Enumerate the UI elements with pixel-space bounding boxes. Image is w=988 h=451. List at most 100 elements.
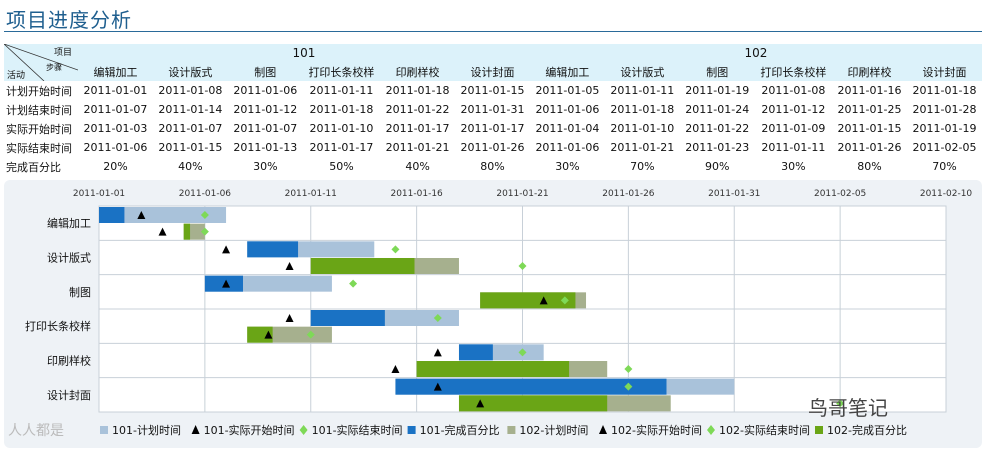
- y-category-label: 制图: [69, 286, 91, 299]
- table-cell: 2011-01-15: [158, 141, 223, 154]
- done-bar-101: [247, 241, 299, 258]
- legend-label: 102-完成百分比: [827, 423, 907, 437]
- x-tick-label: 2011-01-11: [285, 189, 337, 199]
- legend-end-marker: [299, 425, 308, 435]
- table-cell: 2011-01-26: [837, 141, 902, 154]
- stage-header: 制图: [679, 62, 755, 81]
- actual-end-marker-102: [836, 399, 845, 408]
- actual-end-marker-102: [624, 365, 633, 373]
- actual-end-marker-101: [349, 279, 358, 288]
- table-cell: 2011-01-12: [233, 103, 298, 116]
- actual-start-marker-101: [285, 314, 294, 322]
- legend-label: 102-计划时间: [519, 424, 588, 437]
- actual-start-marker-102: [158, 227, 167, 236]
- table-cell: 30%: [781, 160, 806, 173]
- table-cell: 2011-01-07: [233, 122, 298, 135]
- page-title: 项目进度分析: [6, 8, 132, 32]
- corner-stage-label: 步骤: [46, 63, 62, 72]
- row-label: 完成百分比: [6, 160, 61, 174]
- table-cell: 2011-01-26: [460, 141, 525, 154]
- table-cell: 2011-01-01: [83, 84, 148, 97]
- table-cell: 2011-01-11: [309, 84, 374, 97]
- y-category-label: 设计版式: [47, 251, 91, 265]
- table-cell: 20%: [103, 160, 128, 173]
- table-cell: 2011-01-22: [385, 103, 450, 116]
- actual-end-marker-101: [518, 348, 527, 357]
- table-cell: 2011-01-08: [158, 84, 223, 97]
- row-label: 实际结束时间: [6, 141, 72, 155]
- table-cell: 2011-01-06: [535, 103, 600, 116]
- legend-swatch: [407, 426, 416, 434]
- table-cell: 80%: [480, 160, 505, 173]
- legend-label: 101-完成百分比: [420, 423, 500, 437]
- watermark-right: 鸟哥笔记: [808, 396, 888, 420]
- actual-end-marker-102: [200, 227, 209, 236]
- x-tick-label: 2011-01-21: [496, 189, 548, 199]
- project-header: 102: [529, 44, 982, 62]
- table-cell: 90%: [705, 160, 730, 173]
- table-cell: 2011-01-16: [837, 84, 902, 97]
- table-cell: 40%: [178, 160, 203, 173]
- actual-end-marker-101: [624, 382, 633, 391]
- table-project-row: 项目 步骤 活动 101 102: [4, 44, 982, 81]
- actual-start-marker-101: [222, 279, 231, 288]
- table-cell: 2011-01-18: [385, 84, 450, 97]
- stage-header: 设计版式: [152, 62, 228, 81]
- y-category-label: 印刷样校: [47, 354, 91, 368]
- schedule-table: 项目 步骤 活动 101 102 编辑加工 设计版式 制图 打印长条校样 印刷样…: [4, 44, 982, 176]
- gantt-chart: 2011-01-01 2011-01-06 2011-01-11 2011-01-16…: [25, 189, 973, 437]
- legend-end-marker: [707, 425, 715, 435]
- table-cell: 2011-01-17: [460, 122, 525, 135]
- table-cell: 50%: [329, 160, 354, 173]
- actual-start-marker-101: [433, 382, 442, 391]
- x-tick-label: 2011-01-16: [390, 189, 443, 199]
- stage-header: 设计封面: [455, 62, 530, 81]
- table-cell: 30%: [555, 160, 580, 173]
- actual-end-marker-101: [200, 211, 209, 219]
- stage-header: 制图: [227, 62, 303, 81]
- legend-label: 102-实际结束时间: [719, 423, 810, 437]
- table-cell: 2011-01-18: [912, 84, 977, 97]
- table-cell: 2011-01-21: [610, 141, 675, 154]
- stage-header: 编辑加工: [529, 62, 605, 81]
- table-corner: 项目 步骤 活动: [4, 44, 78, 81]
- watermark-left: 人人都是: [8, 423, 64, 439]
- done-bar-101: [458, 344, 493, 361]
- table-cell: 2011-01-07: [83, 103, 148, 116]
- table-cell: 2011-01-06: [535, 141, 600, 154]
- done-bar-102: [458, 395, 608, 412]
- done-bar-102: [247, 326, 273, 343]
- table-cell: 30%: [253, 160, 278, 173]
- table-cell: 2011-01-08: [761, 84, 826, 97]
- actual-start-marker-102: [285, 262, 294, 270]
- table-cell: 2011-01-25: [837, 103, 902, 116]
- project-header: 101: [78, 44, 530, 62]
- actual-end-marker-102: [560, 296, 569, 305]
- plan-bar-101: [99, 207, 227, 223]
- done-bar-102: [310, 258, 415, 274]
- actual-start-marker-102: [539, 296, 548, 305]
- legend-label: 102-实际开始时间: [611, 423, 702, 437]
- x-tick-label: 2011-01-31: [708, 189, 760, 199]
- title-divider: [4, 31, 982, 32]
- stage-header: 印刷样校: [380, 62, 456, 81]
- table-cell: 2011-01-05: [535, 84, 600, 97]
- done-bar-101: [395, 378, 667, 395]
- x-tick-label: 2011-01-06: [179, 189, 232, 199]
- legend-start-marker: [599, 425, 607, 434]
- x-tick-label: 2011-02-10: [920, 189, 973, 199]
- table-cell: 2011-01-28: [912, 103, 977, 116]
- table-cell: 2011-01-14: [158, 103, 223, 116]
- table-cell: 2011-01-11: [610, 84, 675, 97]
- table-cell: 2011-01-12: [761, 103, 826, 116]
- x-tick-label: 2011-01-01: [73, 189, 125, 199]
- actual-end-marker-102: [518, 262, 527, 270]
- actual-start-marker-101: [222, 245, 231, 254]
- table-cell: 2011-01-21: [385, 141, 450, 154]
- actual-end-marker-101: [391, 245, 400, 254]
- legend-start-marker: [191, 425, 200, 434]
- stage-header: 印刷样校: [832, 62, 907, 81]
- x-tick-label: 2011-01-26: [602, 189, 655, 199]
- legend-swatch: [815, 426, 823, 434]
- table-cell: 2011-01-15: [460, 84, 525, 97]
